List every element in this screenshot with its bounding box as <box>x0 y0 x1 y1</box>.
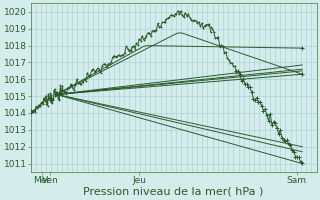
X-axis label: Pression niveau de la mer( hPa ): Pression niveau de la mer( hPa ) <box>84 187 264 197</box>
